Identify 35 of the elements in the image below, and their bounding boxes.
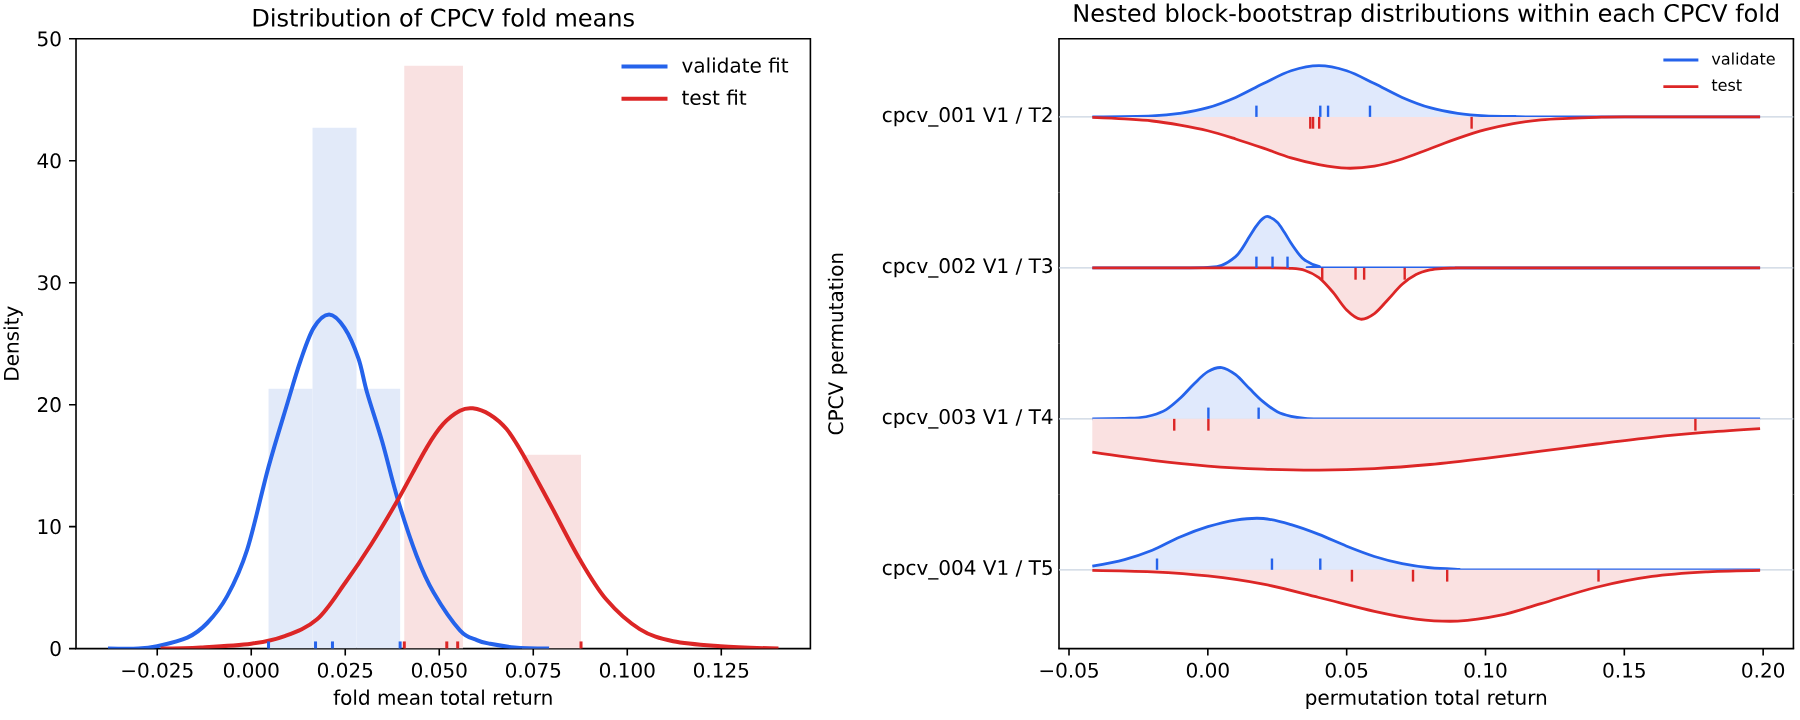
x-tick-label: 0.000 [223,662,279,678]
x-tick-label: 0.00 [1186,662,1229,678]
line-series [105,312,552,649]
y-axis-title: cpcv_001 V1 / T2 [882,107,1052,127]
x-tick-label: 0.05 [1325,662,1368,678]
text: CPCV permutation [827,253,848,435]
x-axis-title: fold mean total return [333,689,552,705]
y-tick-label: 0 [50,641,61,657]
x-tick-label: 0.10 [1464,662,1507,678]
x-tick-label: 0.075 [505,662,561,678]
y-tick-label: 10 [38,519,61,535]
x-tick-label: −0.025 [122,662,193,678]
x-tick-label: 0.025 [317,662,373,678]
x-tick-label: 0.15 [1603,662,1645,678]
chart-title: Nested block-bootstrap distributions within each CPCV fold [1074,3,1779,27]
y-tick-label: 40 [37,153,61,169]
legend-label: test [1711,79,1742,92]
legend-label: test fit [682,89,747,106]
x-tick-label: 0.050 [411,662,467,678]
y-tick-label: 30 [38,275,61,291]
line-series [158,406,781,649]
y-axis-title: cpcv_002 V1 / T3 [882,258,1052,278]
y-tick-label: 20 [37,397,61,413]
y-tick-label: 50 [38,31,61,47]
legend-label: validate fit [682,57,789,73]
x-tick-label: 0.20 [1742,662,1785,678]
x-axis-title: permutation total return [1306,689,1547,709]
y-axis-title: Density [3,306,23,380]
legend-label: validate [1711,52,1775,65]
x-tick-label: 0.125 [693,662,749,678]
y-axis-title: cpcv_004 V1 / T5 [882,560,1052,580]
x-tick-label: 0.100 [599,662,655,678]
chart-title: Distribution of CPCV fold means [253,8,634,27]
y-axis-title: cpcv_003 V1 / T4 [882,409,1053,429]
x-tick-label: −0.05 [1040,662,1098,678]
